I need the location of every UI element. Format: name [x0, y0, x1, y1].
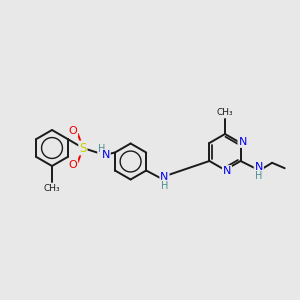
- Text: N: N: [255, 162, 263, 172]
- Text: CH₃: CH₃: [217, 108, 233, 117]
- Text: N: N: [101, 150, 110, 160]
- Text: H: H: [98, 144, 105, 154]
- Text: N: N: [160, 172, 169, 182]
- Text: H: H: [161, 181, 168, 190]
- Text: N: N: [223, 166, 231, 176]
- Text: O: O: [68, 160, 77, 170]
- Text: N: N: [238, 137, 247, 147]
- Text: O: O: [68, 126, 77, 136]
- Text: H: H: [255, 171, 262, 181]
- Text: S: S: [79, 142, 87, 154]
- Text: CH₃: CH₃: [44, 184, 60, 193]
